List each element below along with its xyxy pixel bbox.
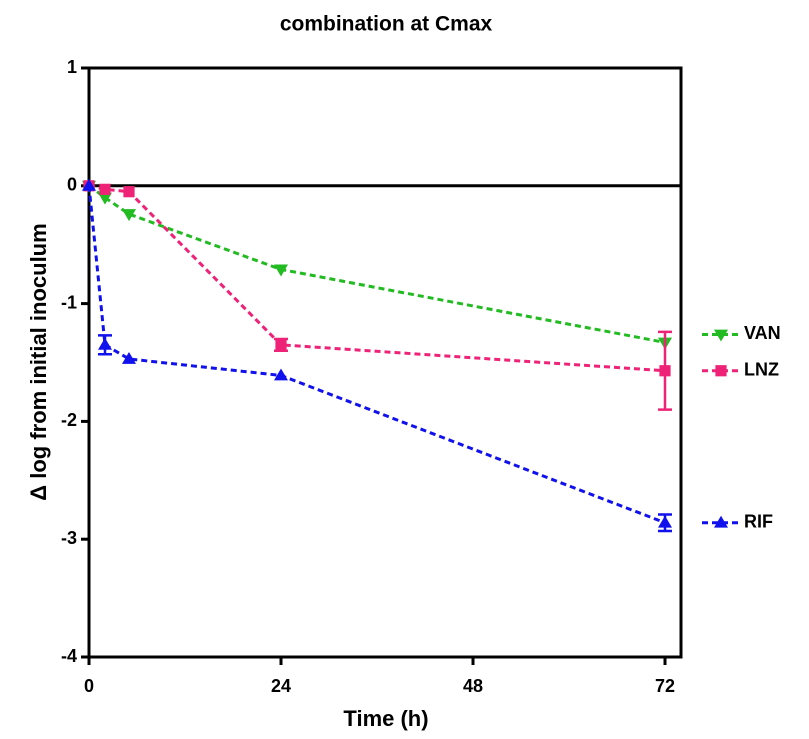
x-tick-label: 0 xyxy=(84,676,94,696)
x-tick-label: 24 xyxy=(271,676,291,696)
marker xyxy=(122,351,136,364)
y-tick-label: 0 xyxy=(67,175,77,195)
y-tick-label: -1 xyxy=(61,292,77,312)
marker xyxy=(659,365,671,377)
x-axis-label: Time (h) xyxy=(343,706,428,731)
marker xyxy=(274,264,288,277)
legend-marker xyxy=(714,515,728,528)
marker xyxy=(98,337,112,350)
legend-label: VAN xyxy=(744,323,781,343)
plot-frame xyxy=(87,66,683,659)
y-tick-label: -2 xyxy=(61,410,77,430)
marker xyxy=(275,339,287,351)
x-tick-label: 72 xyxy=(655,676,675,696)
marker xyxy=(658,515,672,528)
marker xyxy=(99,183,111,195)
chart-title: combination at Cmax xyxy=(280,13,493,36)
legend-marker xyxy=(714,329,728,342)
legend-label: LNZ xyxy=(744,359,779,379)
series-line xyxy=(88,184,666,344)
y-tick-label: -4 xyxy=(61,646,77,666)
marker xyxy=(274,368,288,381)
series-line xyxy=(88,184,666,373)
y-tick-label: -3 xyxy=(61,528,77,548)
marker xyxy=(98,192,112,205)
marker xyxy=(82,178,96,191)
marker xyxy=(123,186,135,198)
legend-label: RIF xyxy=(744,511,773,531)
y-axis-label: Δ log from initial inoculum xyxy=(26,223,51,500)
x-tick-label: 48 xyxy=(463,676,483,696)
y-tick-label: 1 xyxy=(67,57,77,77)
legend-marker xyxy=(715,365,727,377)
marker xyxy=(122,209,136,222)
